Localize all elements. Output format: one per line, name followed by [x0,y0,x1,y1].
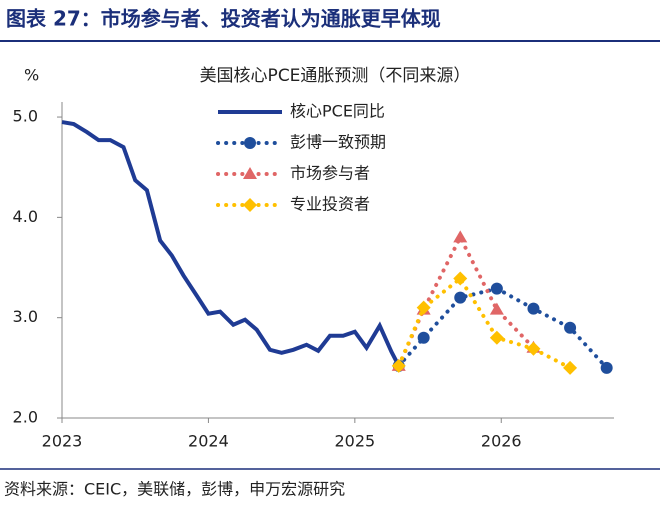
point [417,331,430,344]
legend-label: 专业投资者 [290,195,370,214]
y-tick-label: 3.0 [13,307,38,326]
x-tick-label: 2023 [42,432,83,451]
point [454,291,467,304]
point [489,330,504,345]
point [244,137,256,149]
point [527,302,540,315]
point [391,358,406,373]
point [243,167,257,179]
point [490,282,503,295]
y-axis-label: % [24,66,39,85]
y-tick-label: 2.0 [13,408,38,427]
chart-title: 美国核心PCE通胀预测（不同来源） [200,66,471,86]
legend-label: 核心PCE同比 [290,102,385,121]
series-line [61,120,401,367]
x-tick-label: 2026 [481,432,522,451]
point [243,198,257,212]
point [563,360,578,375]
x-tick-label: 2025 [334,432,375,451]
point [526,341,541,356]
series-line [396,233,536,368]
series-line [396,275,573,370]
point [416,300,431,315]
source-note: 资料来源：CEIC，美联储，彭博，申万宏源研究 [4,480,345,499]
point [453,271,468,286]
page-title: 图表 27：市场参与者、投资者认为通胀更早体现 [6,7,441,31]
point [600,361,613,374]
y-tick-label: 5.0 [13,107,38,126]
point [564,321,577,334]
y-tick-label: 4.0 [13,207,38,226]
point [453,230,468,243]
point [489,302,504,315]
x-tick-label: 2024 [188,432,229,451]
legend-label: 彭博一致预期 [290,133,386,152]
legend-label: 市场参与者 [290,164,370,183]
